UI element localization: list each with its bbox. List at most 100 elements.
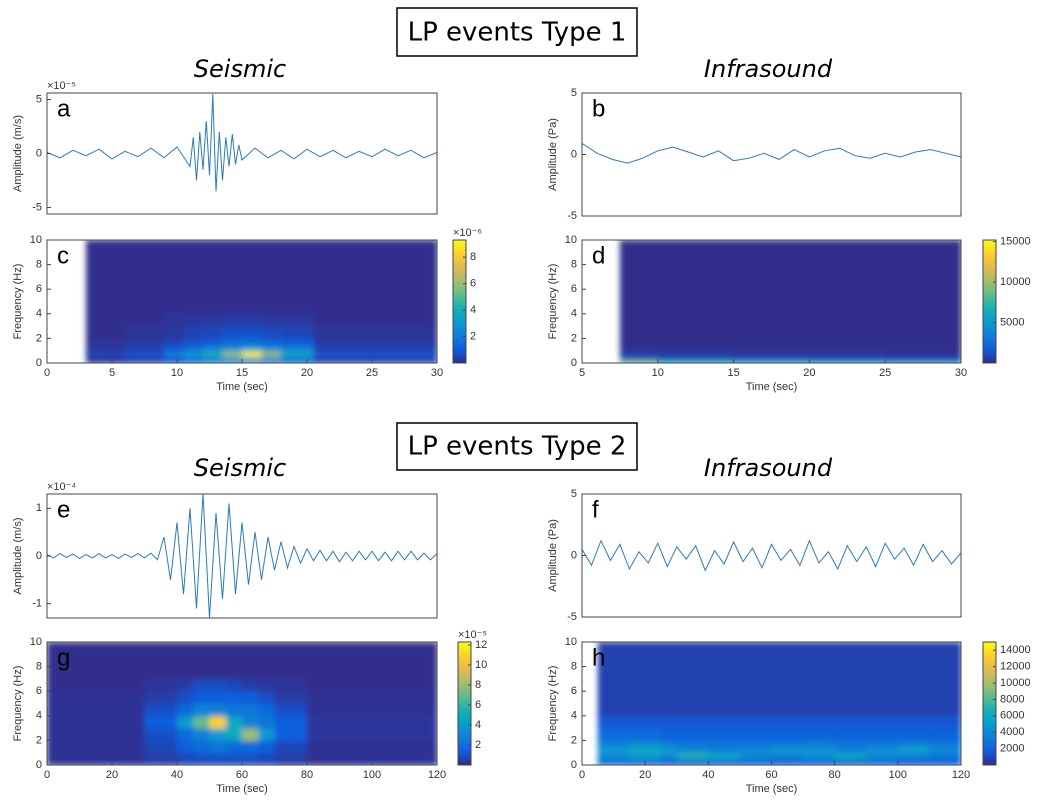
column-title: Infrasound	[704, 55, 833, 83]
heat-cell	[274, 752, 308, 765]
heat-cell	[660, 752, 678, 760]
heatmap	[619, 240, 961, 363]
colorbar-band	[983, 691, 996, 695]
heat-cell	[258, 728, 275, 741]
heat-cell	[258, 642, 275, 680]
heat-cell	[929, 642, 961, 717]
y-axis-label: Frequency (Hz)	[547, 264, 559, 340]
colorbar-band	[458, 758, 471, 763]
colorbar-band	[983, 276, 996, 281]
heat-cell	[225, 642, 243, 680]
heat-cell	[281, 326, 314, 339]
colorbar-band	[983, 752, 996, 757]
heat-cell	[258, 703, 275, 717]
heat-cell	[183, 240, 204, 315]
colorbar-band	[453, 243, 466, 247]
heat-cell	[897, 752, 930, 760]
y-tick-label: 0	[36, 357, 42, 369]
heat-cell	[803, 740, 836, 748]
heat-cell	[242, 678, 259, 692]
colorbar-scale-label: ×10⁻⁵	[458, 629, 487, 641]
colorbar-band	[458, 678, 471, 683]
y-tick-label: 8	[571, 259, 577, 271]
colorbar-band	[983, 761, 996, 766]
y-tick-label: 6	[36, 685, 42, 697]
colorbar-band	[458, 746, 471, 751]
heat-cell	[313, 344, 437, 352]
colorbar-band	[458, 740, 471, 744]
colorbar-band	[983, 666, 996, 671]
heat-cell	[261, 344, 282, 352]
colorbar-band	[983, 657, 996, 661]
y-tick-label: 2	[571, 332, 577, 344]
y-tick-label: 2	[571, 734, 577, 746]
colorbar-frame	[982, 641, 997, 766]
heat-cell	[771, 752, 804, 760]
heat-cell	[209, 728, 227, 741]
colorbar-band	[453, 332, 466, 336]
colorbar-band	[983, 338, 996, 342]
heat-cell	[629, 740, 662, 748]
colorbar-tick-label: 2000	[1000, 743, 1024, 755]
heat-cell	[629, 642, 662, 717]
colorbar-tick-label: 2	[470, 330, 476, 342]
heat-cell	[164, 240, 184, 315]
colorbar-band	[983, 267, 996, 272]
heat-cell	[274, 728, 308, 741]
colorbar-band	[983, 728, 996, 732]
column-title: Infrasound	[704, 454, 833, 482]
heat-cell	[222, 356, 243, 363]
x-axis-label: Time (sec)	[746, 783, 798, 795]
heat-cell	[657, 359, 735, 363]
heat-cell	[177, 752, 194, 765]
heat-cell	[629, 728, 662, 741]
heat-cell	[203, 240, 223, 315]
colorbar-band	[458, 721, 471, 726]
heat-cell	[183, 344, 204, 352]
colorbar-band	[458, 734, 471, 738]
x-tick-label: 15	[236, 367, 248, 379]
heat-cell	[164, 326, 184, 339]
heat-cell	[203, 326, 223, 339]
x-tick-label: 100	[889, 769, 907, 781]
colorbar-band	[983, 270, 996, 275]
colorbar-band	[458, 657, 471, 661]
colorbar-frame	[452, 239, 467, 364]
heat-cell	[307, 740, 437, 754]
heat-cell	[929, 740, 961, 748]
waveform	[47, 494, 437, 618]
colorbar-band	[983, 279, 996, 284]
colorbar-band	[453, 359, 466, 364]
colorbar-band	[458, 651, 471, 655]
heat-cell	[125, 356, 165, 363]
x-tick-label: 120	[952, 769, 970, 781]
heat-cell	[209, 691, 227, 704]
heat-cell	[660, 642, 678, 717]
heat-cell	[619, 359, 659, 363]
colorbar-band	[983, 283, 996, 287]
heat-cell	[261, 350, 282, 358]
colorbar-band	[453, 307, 466, 312]
heat-cell	[203, 344, 223, 352]
x-tick-label: 100	[363, 769, 381, 781]
colorbar-band	[983, 706, 996, 711]
colorbar-band	[983, 660, 996, 664]
x-axis-label: Time (sec)	[216, 381, 268, 393]
heat-cell	[281, 338, 314, 346]
heat-cell	[177, 740, 194, 754]
heat-cell	[809, 350, 886, 360]
x-tick-label: 20	[803, 367, 815, 379]
colorbar-band	[983, 301, 996, 305]
colorbar-frame	[982, 239, 997, 364]
heat-cell	[597, 715, 630, 729]
heat-cell	[676, 715, 709, 729]
heat-cell	[733, 350, 810, 360]
heat-cell	[125, 240, 165, 315]
y-tick-label: 1	[36, 502, 42, 514]
colorbar-band	[453, 319, 466, 324]
heat-cell	[86, 326, 126, 339]
heat-cell	[739, 740, 772, 748]
y-tick-label: 4	[571, 710, 577, 722]
heat-cell	[183, 350, 204, 358]
x-tick-label: 0	[579, 769, 585, 781]
